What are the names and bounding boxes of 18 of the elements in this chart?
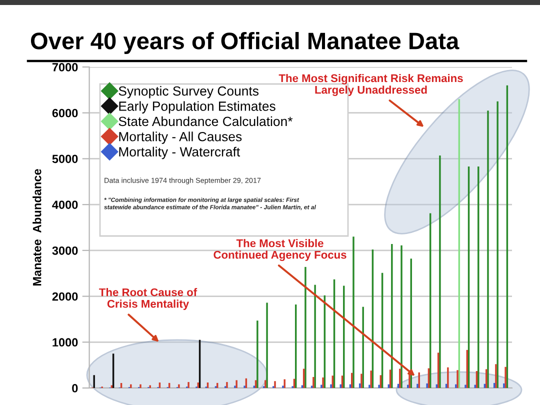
y-tick-label: 7000 <box>52 63 78 72</box>
y-tick-label: 1000 <box>52 338 78 347</box>
y-tick-label: 4000 <box>52 200 78 209</box>
y-tick-label: 3000 <box>52 246 78 255</box>
y-tick-label: 5000 <box>52 154 78 164</box>
chart-title: Over 40 years of Official Manatee Data <box>30 32 460 54</box>
legend-label: Synoptic Survey Counts <box>118 86 259 98</box>
annotation: The Most Significant Risk Remains Largely Unaddressed <box>278 74 463 96</box>
annotation: The Most Visible Continued Agency Focus <box>214 239 346 261</box>
legend-label: Mortality - Watercraft <box>119 146 240 160</box>
legend-label: Early Population Estimates <box>119 101 276 114</box>
y-axis-title: Manatee Abundance <box>32 169 42 286</box>
y-tick-label: 2000 <box>52 292 78 301</box>
annotation: The Root Cause of Crisis Mentality <box>99 288 198 310</box>
legend-label: State Abundance Calculation* <box>118 116 293 126</box>
y-tick-label: 0 <box>72 384 78 392</box>
legend-label: Mortality - All Causes <box>119 132 242 144</box>
y-tick-label: 6000 <box>52 108 78 118</box>
